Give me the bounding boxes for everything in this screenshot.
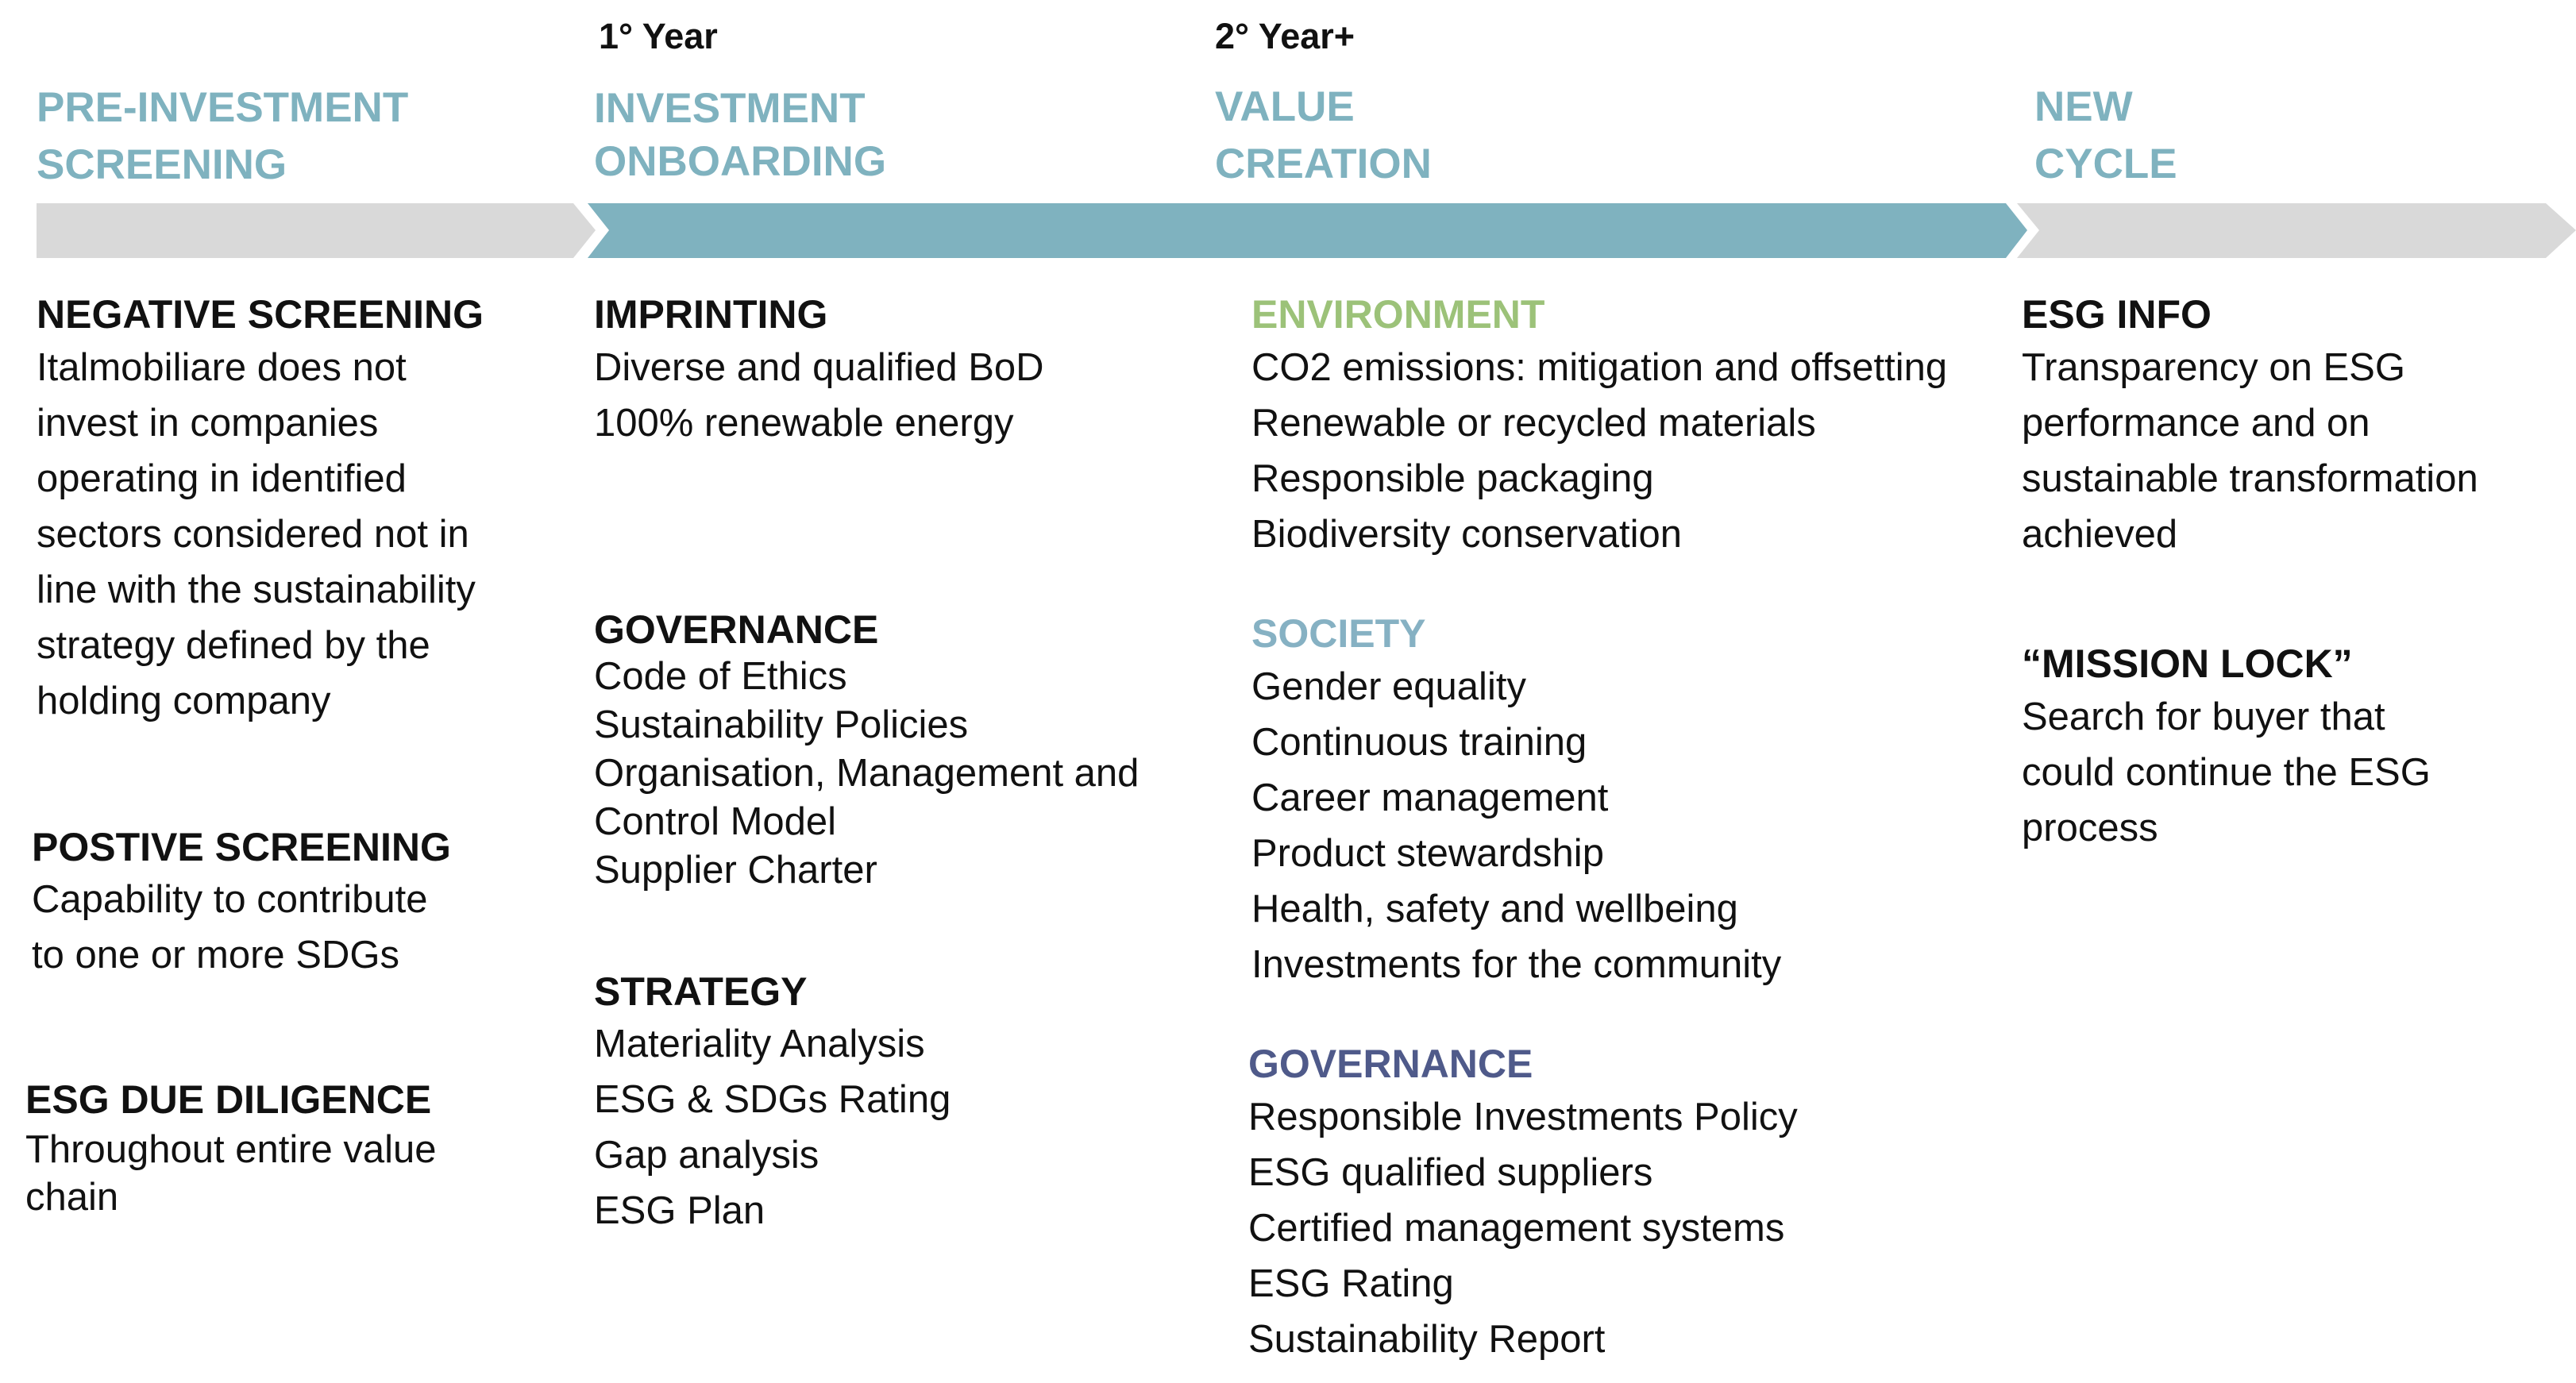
text-line: Health, safety and wellbeing <box>1251 888 1738 930</box>
text-line: Organisation, Management and <box>594 752 1140 795</box>
phase-title-line: INVESTMENT <box>594 85 866 132</box>
text-line: Gender equality <box>1251 665 1526 708</box>
text-line: Control Model <box>594 800 837 843</box>
text-line: sustainable transformation <box>2022 457 2478 500</box>
phase-title-line: CREATION <box>1215 141 1432 187</box>
imprinting-heading: IMPRINTING <box>594 292 828 337</box>
text-line: Product stewardship <box>1251 832 1604 875</box>
text-line: could continue the ESG <box>2022 751 2431 794</box>
text-line: chain <box>25 1176 119 1219</box>
teal-arrow-onboarding-value-creation <box>588 203 2027 258</box>
text-line: achieved <box>2022 513 2178 556</box>
esg-due-diligence-text: Throughout entire value chain <box>25 1126 437 1221</box>
text-line: Biodiversity conservation <box>1251 513 1682 556</box>
text-line: Continuous training <box>1251 721 1587 764</box>
text-line: Italmobiliare does not <box>37 346 407 389</box>
value-creation-governance-text: Responsible Investments Policy ESG quali… <box>1248 1089 1798 1367</box>
text-line: invest in companies <box>37 402 379 445</box>
strategy-text: Materiality Analysis ESG & SDGs Rating G… <box>594 1016 951 1239</box>
text-line: sectors considered not in <box>37 513 469 556</box>
text-line: Throughout entire value <box>25 1128 437 1171</box>
text-line: strategy defined by the <box>37 624 430 667</box>
text-line: Supplier Charter <box>594 849 877 892</box>
value-creation-governance-heading: GOVERNANCE <box>1248 1042 1533 1086</box>
text-line: Sustainability Report <box>1248 1318 1606 1361</box>
text-line: to one or more SDGs <box>32 934 399 977</box>
text-line: Investments for the community <box>1251 943 1782 986</box>
text-line: Sustainability Policies <box>594 703 969 746</box>
text-line: performance and on <box>2022 402 2370 445</box>
text-line: Certified management systems <box>1248 1207 1785 1250</box>
year-label-first: 1° Year <box>599 16 718 56</box>
text-line: Responsible Investments Policy <box>1248 1096 1798 1138</box>
positive-screening-heading: POSTIVE SCREENING <box>32 825 451 869</box>
text-line: Renewable or recycled materials <box>1251 402 1816 445</box>
text-line: Diverse and qualified BoD <box>594 346 1044 389</box>
phase-title-investment-onboarding: INVESTMENT ONBOARDING <box>594 82 886 188</box>
phase-title-line: SCREENING <box>37 141 287 188</box>
text-line: ESG Rating <box>1248 1262 1454 1305</box>
environment-heading: ENVIRONMENT <box>1251 292 1545 337</box>
esg-info-text: Transparency on ESG performance and on s… <box>2022 340 2478 562</box>
text-line: ESG qualified suppliers <box>1248 1151 1653 1194</box>
society-text: Gender equality Continuous training Care… <box>1251 659 1781 992</box>
phase-title-line: CYCLE <box>2034 141 2177 187</box>
onboarding-governance-text: Code of Ethics Sustainability Policies O… <box>594 653 1139 895</box>
text-line: Capability to contribute <box>32 878 428 921</box>
phase-title-pre-investment: PRE-INVESTMENT SCREENING <box>37 79 408 194</box>
text-line: 100% renewable energy <box>594 402 1014 445</box>
esg-due-diligence-heading: ESG DUE DILIGENCE <box>25 1077 432 1122</box>
strategy-heading: STRATEGY <box>594 969 808 1014</box>
grey-arrow-new-cycle <box>2017 203 2576 258</box>
text-line: Search for buyer that <box>2022 695 2385 738</box>
text-line: Materiality Analysis <box>594 1023 925 1065</box>
text-line: Responsible packaging <box>1251 457 1654 500</box>
text-line: holding company <box>37 680 331 722</box>
text-line: CO2 emissions: mitigation and offsetting <box>1251 346 1948 389</box>
mission-lock-heading: “MISSION LOCK” <box>2022 641 2353 686</box>
text-line: Career management <box>1251 776 1609 819</box>
text-line: Gap analysis <box>594 1134 819 1177</box>
positive-screening-text: Capability to contribute to one or more … <box>32 872 427 983</box>
text-line: ESG & SDGs Rating <box>594 1078 951 1121</box>
society-heading: SOCIETY <box>1251 611 1426 656</box>
phase-title-new-cycle: NEW CYCLE <box>2034 79 2177 193</box>
negative-screening-text: Italmobiliare does not invest in compani… <box>37 340 476 729</box>
esg-info-heading: ESG INFO <box>2022 292 2212 337</box>
negative-screening-heading: NEGATIVE SCREENING <box>37 292 484 337</box>
year-label-second: 2° Year+ <box>1215 16 1355 56</box>
text-line: ESG Plan <box>594 1189 765 1232</box>
grey-arrow-pre-investment <box>37 203 596 258</box>
phase-title-line: VALUE <box>1215 83 1355 130</box>
imprinting-text: Diverse and qualified BoD 100% renewable… <box>594 340 1044 451</box>
phase-title-value-creation: VALUE CREATION <box>1215 79 1432 193</box>
phase-title-line: NEW <box>2034 83 2133 130</box>
text-line: process <box>2022 807 2158 849</box>
mission-lock-text: Search for buyer that could continue the… <box>2022 689 2431 856</box>
environment-text: CO2 emissions: mitigation and offsetting… <box>1251 340 1947 562</box>
text-line: Transparency on ESG <box>2022 346 2405 389</box>
text-line: Code of Ethics <box>594 655 847 698</box>
phase-title-line: PRE-INVESTMENT <box>37 84 409 131</box>
text-line: operating in identified <box>37 457 407 500</box>
onboarding-governance-heading: GOVERNANCE <box>594 607 879 652</box>
text-line: line with the sustainability <box>37 568 476 611</box>
phase-title-line: ONBOARDING <box>594 138 887 185</box>
